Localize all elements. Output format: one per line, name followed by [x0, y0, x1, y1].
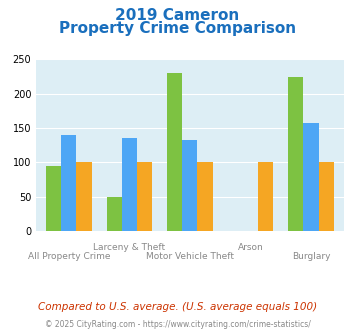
Text: Burglary: Burglary [292, 251, 330, 261]
Bar [258, 162, 273, 231]
Text: Motor Vehicle Theft: Motor Vehicle Theft [146, 251, 234, 261]
Text: All Property Crime: All Property Crime [28, 251, 110, 261]
Text: © 2025 CityRating.com - https://www.cityrating.com/crime-statistics/: © 2025 CityRating.com - https://www.city… [45, 320, 310, 329]
Bar [319, 162, 334, 231]
Text: Arson: Arson [237, 243, 263, 252]
Bar [46, 166, 61, 231]
Bar [304, 122, 319, 231]
Bar [288, 77, 304, 231]
Text: Larceny & Theft: Larceny & Theft [93, 243, 165, 252]
Bar [182, 140, 197, 231]
Bar [137, 162, 152, 231]
Bar [106, 197, 122, 231]
Bar [61, 135, 76, 231]
Bar [197, 162, 213, 231]
Text: 2019 Cameron: 2019 Cameron [115, 8, 240, 23]
Bar [122, 138, 137, 231]
Bar [76, 162, 92, 231]
Text: Compared to U.S. average. (U.S. average equals 100): Compared to U.S. average. (U.S. average … [38, 302, 317, 312]
Text: Property Crime Comparison: Property Crime Comparison [59, 21, 296, 36]
Bar [167, 73, 182, 231]
